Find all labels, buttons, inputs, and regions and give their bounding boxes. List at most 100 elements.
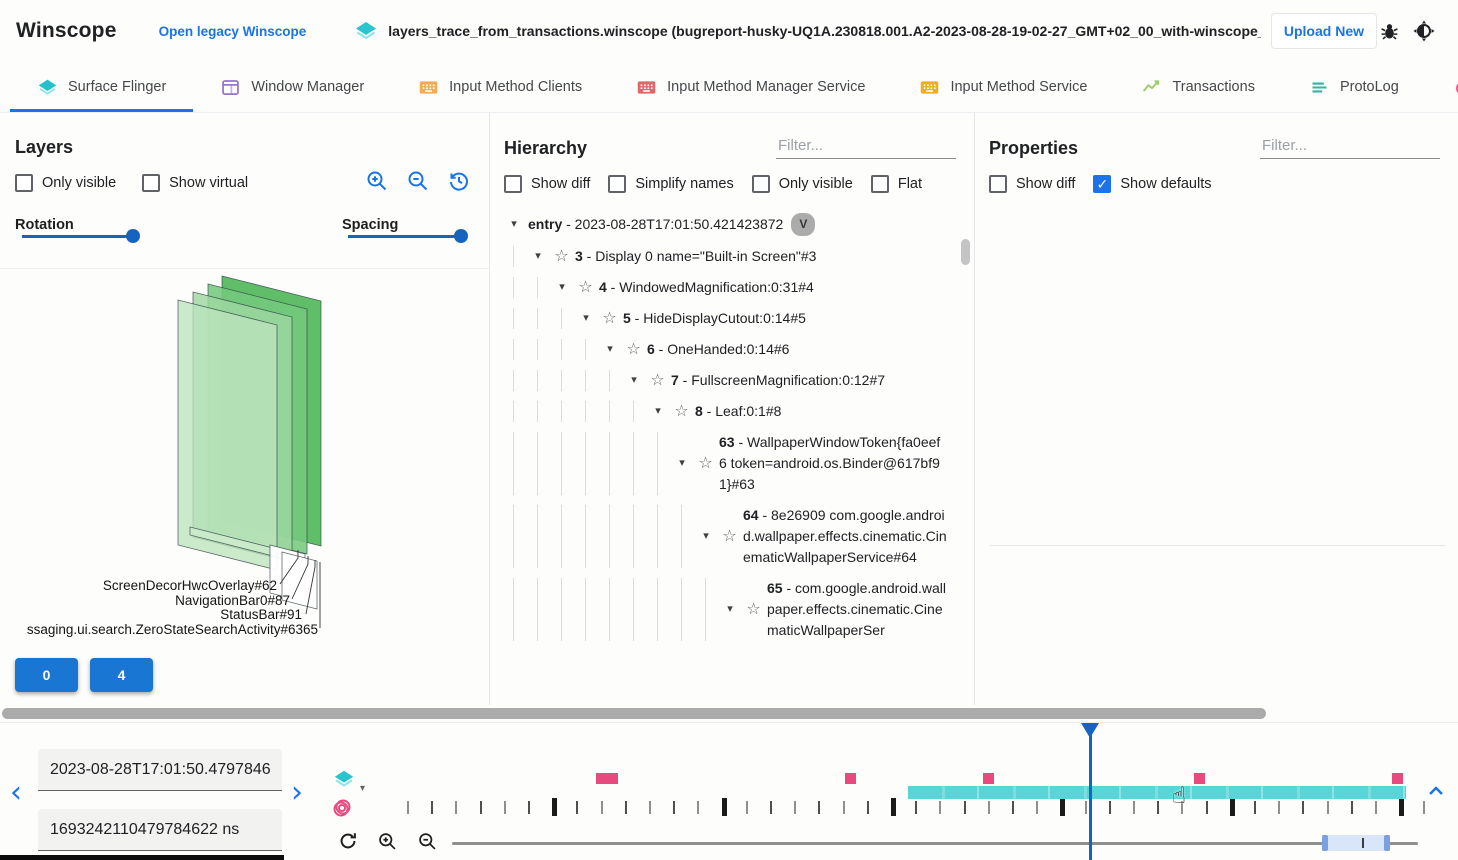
tab-input-method-clients[interactable]: Input Method Clients [391, 62, 609, 112]
spacing-slider[interactable] [348, 229, 468, 243]
transition-marker[interactable] [845, 773, 856, 784]
zoom-range-left-handle[interactable] [1322, 835, 1328, 851]
pin-star-icon[interactable]: ☆ [626, 341, 641, 358]
expand-collapse-icon[interactable]: ▾ [703, 530, 709, 542]
transition-marker[interactable] [607, 773, 618, 784]
pin-star-icon[interactable]: ☆ [650, 372, 665, 389]
zoom-out-icon[interactable] [406, 169, 430, 193]
tree-node-5[interactable]: ▾ ☆ 5 - HideDisplayCutout:0:14#5 [502, 303, 948, 334]
tab-window-manager[interactable]: Window Manager [193, 62, 391, 112]
indent-guide [502, 339, 526, 360]
horizontal-scrollbar-thumb[interactable] [2, 708, 1266, 719]
tree-node-7[interactable]: ▾ ☆ 7 - FullscreenMagnification:0:12#7 [502, 365, 948, 396]
human-timestamp-input[interactable] [38, 749, 282, 791]
checkbox-checked[interactable]: ✓ [1093, 175, 1112, 193]
transitions-track-icon[interactable] [330, 796, 354, 820]
rotation-slider[interactable] [22, 229, 140, 243]
timeline-zoom-range[interactable] [1322, 835, 1390, 851]
surface-flinger-trace-band[interactable] [908, 786, 1406, 799]
hierarchy-checkbox-show-diff[interactable]: Show diff [504, 175, 590, 193]
timeline-zoom-in-icon[interactable] [377, 831, 398, 852]
report-bug-icon[interactable] [1379, 21, 1400, 42]
properties-checkbox-show-diff[interactable]: Show diff [989, 175, 1075, 193]
checkbox-unchecked[interactable] [142, 174, 161, 192]
expand-collapse-icon[interactable]: ▾ [727, 603, 733, 615]
hierarchy-checkbox-simplify-names[interactable]: Simplify names [608, 175, 734, 193]
layers-checkbox-show-virtual[interactable]: Show virtual [142, 174, 248, 192]
tree-node-64[interactable]: ▾ ☆ 64 - 8e26909 com.google.android.wallpa… [502, 500, 948, 573]
expand-collapse-icon[interactable]: ▾ [511, 218, 517, 230]
tree-node-6[interactable]: ▾ ☆ 6 - OneHanded:0:14#6 [502, 334, 948, 365]
timeline-zoom-out-icon[interactable] [417, 831, 438, 852]
pin-star-icon[interactable]: ☆ [722, 528, 737, 545]
pin-star-icon[interactable]: ☆ [698, 455, 713, 472]
surface-flinger-track-icon[interactable] [333, 768, 355, 790]
reset-view-icon[interactable] [447, 169, 471, 193]
ruler-tick [552, 798, 557, 816]
transition-marker[interactable] [1194, 773, 1205, 784]
hierarchy-checkbox-row: Show diff Simplify names Only visible Flat [490, 159, 974, 193]
trace-file-info: layers_trace_from_transactions.winscope … [354, 19, 1261, 43]
pin-star-icon[interactable]: ☆ [578, 279, 593, 296]
pin-star-icon[interactable]: ☆ [674, 403, 689, 420]
tab-input-method-manager-service[interactable]: Input Method Manager Service [609, 62, 892, 112]
tab-protolog[interactable]: ProtoLog [1282, 62, 1426, 112]
frame-button-0[interactable]: 0 [15, 658, 78, 692]
transition-marker[interactable] [1392, 773, 1403, 784]
tab-surface-flinger[interactable]: Surface Flinger [10, 62, 194, 112]
expand-collapse-icon[interactable]: ▾ [631, 374, 637, 386]
pin-star-icon[interactable]: ☆ [746, 601, 761, 618]
properties-checkbox-show-defaults[interactable]: ✓ Show defaults [1093, 175, 1211, 193]
expand-collapse-icon[interactable]: ▾ [607, 343, 613, 355]
checkbox-unchecked[interactable] [504, 175, 522, 193]
hierarchy-scrollbar-thumb[interactable] [961, 239, 970, 265]
pin-star-icon[interactable]: ☆ [602, 310, 617, 327]
next-entry-button[interactable]: › [291, 775, 303, 810]
track-dropdown-caret-icon[interactable]: ▾ [360, 783, 366, 794]
ns-timestamp-input[interactable] [38, 809, 282, 851]
expand-collapse-icon[interactable]: ▾ [655, 405, 661, 417]
expand-collapse-icon[interactable]: ▾ [535, 250, 541, 262]
checkbox-unchecked[interactable] [608, 175, 627, 193]
pin-star-icon[interactable]: ☆ [554, 248, 569, 265]
layers-3d-canvas[interactable] [0, 262, 490, 654]
tab-input-method-service[interactable]: Input Method Service [892, 62, 1114, 112]
hierarchy-checkbox-only-visible[interactable]: Only visible [751, 175, 853, 193]
playhead-line[interactable] [1089, 723, 1092, 860]
zoom-range-right-handle[interactable] [1384, 835, 1390, 851]
frame-button-4[interactable]: 4 [90, 658, 153, 692]
checkbox-unchecked[interactable] [989, 175, 1007, 193]
tree-node-65[interactable]: ▾ ☆ 65 - com.google.android.wallpaper.effe… [502, 573, 948, 646]
timeline-zoom-track[interactable] [452, 842, 1418, 845]
collapse-timeline-icon[interactable] [1424, 779, 1448, 803]
transition-marker[interactable] [596, 773, 607, 784]
transition-marker[interactable] [983, 773, 994, 784]
keyboard-icon [418, 77, 439, 98]
expand-collapse-icon[interactable]: ▾ [679, 457, 685, 469]
hierarchy-checkbox-flat[interactable]: Flat [870, 175, 922, 193]
playhead-handle[interactable] [1081, 723, 1099, 738]
checkbox-unchecked[interactable] [15, 174, 33, 192]
tree-node-entry[interactable]: ▾ entry - 2023-08-28T17:01:50.421423872 V [502, 208, 948, 241]
checkbox-unchecked[interactable] [751, 175, 770, 193]
indent-guide [622, 432, 646, 495]
tab-transactions[interactable]: Transactions [1114, 62, 1281, 112]
checkbox-unchecked[interactable] [870, 175, 889, 193]
tree-node-8[interactable]: ▾ ☆ 8 - Leaf:0:1#8 [502, 396, 948, 427]
hierarchy-filter-input[interactable] [776, 133, 956, 159]
tree-node-63[interactable]: ▾ ☆ 63 - WallpaperWindowToken{fa0eef6 toke… [502, 427, 948, 500]
properties-filter-input[interactable] [1260, 133, 1440, 159]
expand-collapse-icon[interactable]: ▾ [583, 312, 589, 324]
prev-entry-button[interactable]: ‹ [10, 775, 22, 810]
tree-node-3[interactable]: ▾ ☆ 3 - Display 0 name="Built-in Screen"#3 [502, 241, 948, 272]
expand-collapse-icon[interactable]: ▾ [559, 281, 565, 293]
upload-new-button[interactable]: Upload New [1270, 13, 1377, 49]
zoom-in-icon[interactable] [365, 169, 389, 193]
tree-node-label: 5 - HideDisplayCutout:0:14#5 [623, 310, 806, 326]
tab-tra[interactable]: Tra [1426, 62, 1458, 112]
tree-node-4[interactable]: ▾ ☆ 4 - WindowedMagnification:0:31#4 [502, 272, 948, 303]
open-legacy-link[interactable]: Open legacy Winscope [158, 23, 307, 39]
layers-checkbox-only-visible[interactable]: Only visible [15, 174, 116, 192]
dark-mode-icon[interactable] [1412, 19, 1436, 43]
refresh-icon[interactable] [337, 830, 359, 852]
